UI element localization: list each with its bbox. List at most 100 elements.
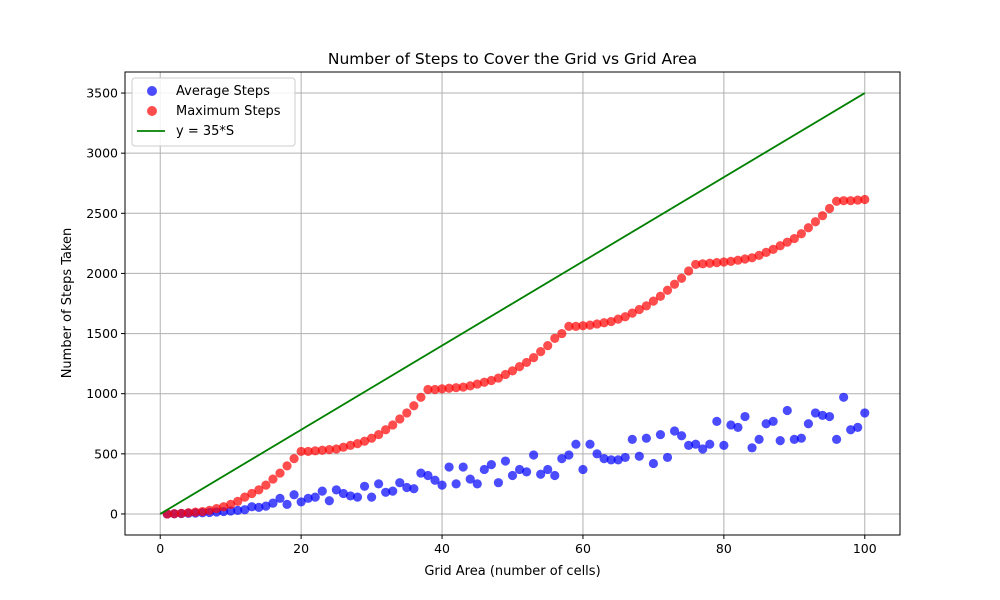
- maximum-steps-point: [261, 480, 271, 490]
- legend-label-average: Average Steps: [176, 84, 270, 99]
- average-steps-point: [620, 452, 630, 463]
- maximum-steps-point: [310, 446, 320, 456]
- maximum-steps-point: [338, 442, 349, 452]
- average-steps-point: [655, 429, 666, 440]
- maximum-steps-point: [247, 488, 257, 499]
- maximum-steps-point: [782, 237, 792, 247]
- average-steps-point: [521, 467, 532, 477]
- average-steps-point: [775, 435, 785, 446]
- maximum-steps-point: [226, 499, 236, 509]
- average-steps-point: [705, 439, 715, 449]
- maximum-steps-point: [268, 474, 278, 484]
- maximum-steps-point: [684, 266, 694, 276]
- average-steps-point: [458, 462, 468, 472]
- average-steps-point: [289, 490, 299, 500]
- maximum-steps-point: [796, 229, 806, 239]
- y-tick-label: 1000: [86, 386, 118, 401]
- average-steps-point: [860, 408, 870, 418]
- average-steps-point: [796, 433, 806, 443]
- average-steps-point: [381, 487, 391, 497]
- average-steps-point: [338, 488, 349, 499]
- legend-box: [131, 77, 296, 147]
- average-steps-point: [634, 451, 644, 461]
- average-steps-point: [599, 454, 609, 464]
- average-steps-point: [444, 462, 454, 472]
- average-steps-point: [500, 456, 511, 466]
- maximum-steps-point: [529, 353, 539, 363]
- maximum-steps-point: [254, 485, 264, 495]
- maximum-steps-point: [211, 503, 222, 514]
- maximum-steps-point: [648, 296, 659, 306]
- maximum-steps-point: [465, 381, 475, 391]
- average-steps-point: [669, 426, 680, 436]
- maximum-steps-point: [557, 328, 567, 339]
- average-steps-point: [740, 411, 750, 422]
- maximum-steps-point: [698, 259, 708, 269]
- average-steps-point: [437, 480, 447, 490]
- average-steps-point: [627, 434, 637, 444]
- maximum-steps-point: [655, 291, 666, 301]
- maximum-steps-point: [606, 316, 616, 327]
- average-steps-point: [684, 440, 694, 451]
- maximum-steps-point: [486, 375, 496, 386]
- maximum-steps-point: [853, 195, 863, 205]
- legend-label-maximum: Maximum Steps: [176, 104, 281, 119]
- x-tick-label: 60: [575, 541, 591, 556]
- average-steps-point: [430, 475, 440, 485]
- maximum-steps-point: [817, 211, 828, 221]
- maximum-steps-point: [571, 321, 581, 331]
- plot-series: [159, 92, 870, 519]
- x-tick-label: 40: [434, 541, 450, 556]
- y-tick-label: 2500: [86, 206, 118, 221]
- average-steps-point: [282, 499, 292, 509]
- average-steps-point: [747, 443, 757, 453]
- y-tick-label: 1500: [86, 326, 118, 341]
- maximum-steps-point: [359, 436, 370, 446]
- legend-marker-maximum: [147, 106, 157, 116]
- y-tick-label: 0: [110, 506, 118, 521]
- maximum-steps-point: [521, 357, 532, 368]
- average-steps-point: [331, 485, 341, 495]
- average-steps-point: [303, 493, 313, 503]
- average-steps-point: [507, 470, 518, 481]
- maximum-steps-point: [634, 304, 644, 315]
- average-steps-point: [698, 444, 708, 454]
- average-steps-point: [564, 450, 574, 460]
- maximum-steps-point: [761, 247, 771, 257]
- grid: [125, 72, 900, 535]
- average-steps-point: [345, 491, 356, 501]
- maximum-steps-point: [444, 383, 454, 393]
- maximum-steps-point: [585, 320, 595, 330]
- average-steps-point: [402, 482, 412, 493]
- maximum-steps-point: [846, 196, 856, 206]
- average-steps-point: [324, 496, 334, 506]
- maximum-steps-point: [839, 196, 849, 206]
- maximum-steps-point: [416, 392, 426, 402]
- maximum-steps-point: [493, 373, 504, 383]
- maximum-steps-point: [507, 366, 518, 376]
- maximum-steps-point: [705, 258, 715, 268]
- average-steps-point: [472, 479, 482, 489]
- x-tick-label: 0: [156, 541, 164, 556]
- maximum-steps-point: [500, 369, 511, 380]
- maximum-steps-point: [543, 340, 553, 351]
- maximum-steps-point: [240, 492, 250, 502]
- maximum-steps-point: [712, 258, 722, 268]
- maximum-steps-point: [733, 255, 743, 265]
- maximum-steps-point: [169, 509, 179, 519]
- chart-title: Number of Steps to Cover the Grid vs Gri…: [328, 50, 697, 68]
- maximum-steps-point: [479, 377, 489, 387]
- average-steps-point: [233, 505, 243, 515]
- maximum-steps-point: [514, 362, 525, 372]
- x-tick-label: 20: [293, 541, 309, 556]
- maximum-steps-point: [233, 496, 243, 506]
- average-steps-point: [585, 439, 595, 449]
- maximum-steps-point: [176, 508, 186, 518]
- maximum-steps-point: [381, 425, 391, 435]
- legend-label-line: y = 35*S: [176, 124, 234, 139]
- maximum-steps-point: [810, 217, 821, 227]
- average-steps-point: [465, 474, 475, 484]
- maximum-steps-point: [324, 445, 334, 455]
- average-steps-point: [662, 452, 673, 463]
